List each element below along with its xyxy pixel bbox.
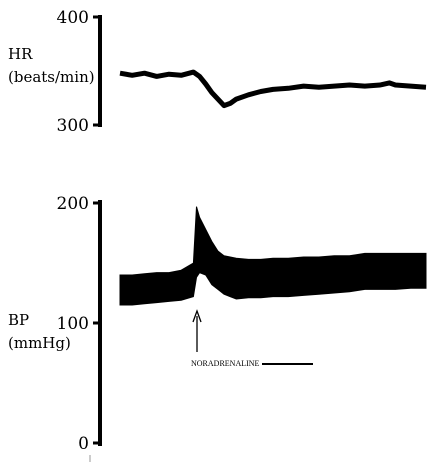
hr-plot-area [119,69,427,109]
hr-panel: HR (beats/min) 400 300 [8,8,427,136]
hr-tick-label-400: 400 [57,8,89,28]
hr-trace [119,69,427,109]
hr-ylabel-line-2: (beats/min) [8,68,95,86]
bp-tick-label-100: 100 [57,314,89,334]
bp-panel: BP (mmHg) 200 100 0 NORADRENALINE [8,194,427,454]
bp-ylabel-line-2: (mmHg) [8,334,71,352]
noradrenaline-label: NORADRENALINE [191,359,260,368]
hr-tick-label-300: 300 [57,116,89,136]
bp-trace-band [119,206,427,306]
bp-ylabel-line-1: BP [8,311,29,329]
bp-plot-area [119,206,427,306]
bp-tick-label-200: 200 [57,194,89,214]
hr-ylabel-line-1: HR [8,45,33,63]
noradrenaline-arrowhead [192,309,202,323]
bp-tick-label-0: 0 [78,434,89,454]
